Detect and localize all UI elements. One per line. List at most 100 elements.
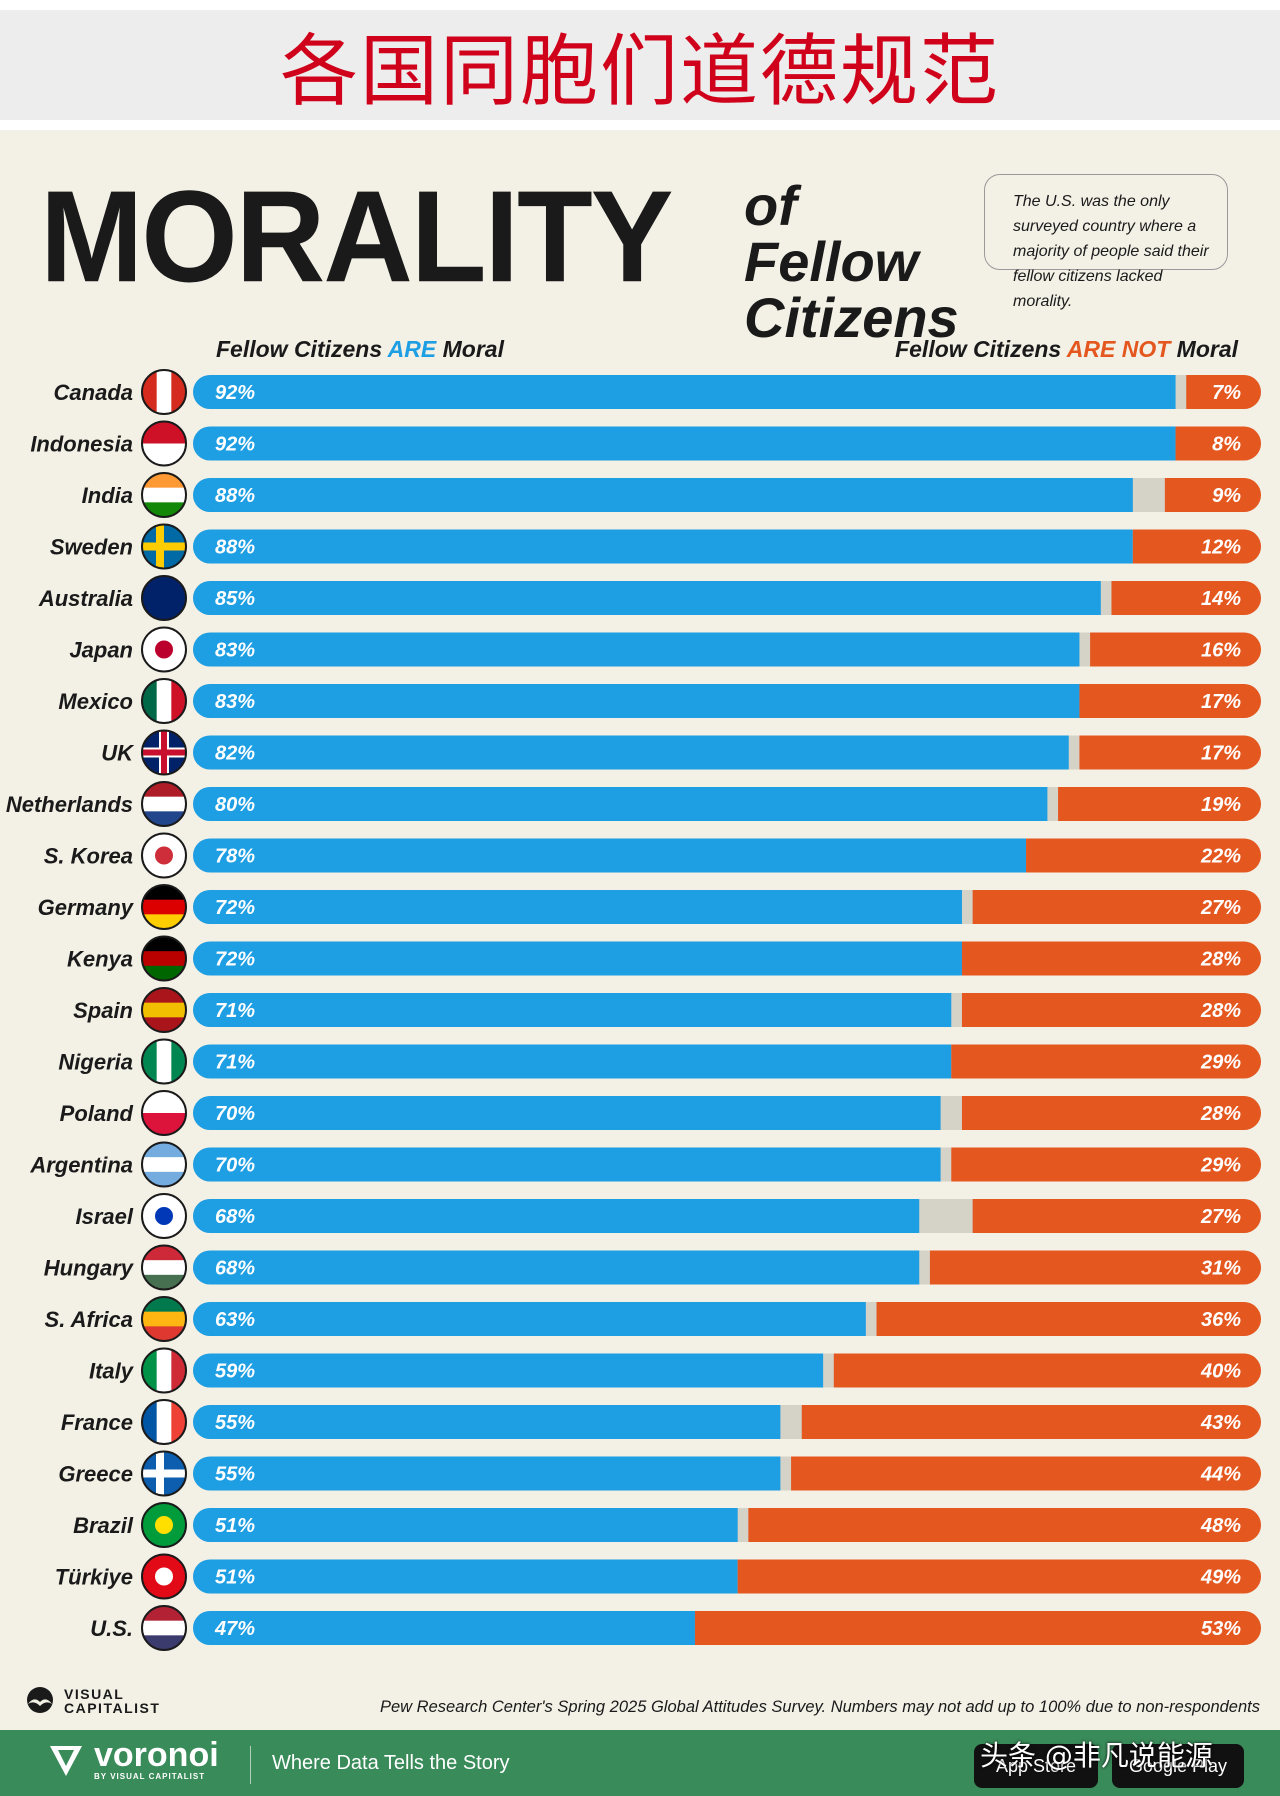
footer-bar: voronoi BY VISUAL CAPITALIST Where Data … (0, 1730, 1280, 1796)
bar-not-moral-s-korea (1026, 838, 1261, 873)
flag-icon-uk (142, 730, 186, 775)
flag-ring (141, 626, 187, 673)
bar-moral-poland (193, 1096, 941, 1130)
google-play-button[interactable]: Google Play (1112, 1744, 1244, 1788)
value-label-moral-uk: 82% (215, 743, 255, 765)
country-label-australia: Australia (38, 586, 133, 611)
bar-moral-nigeria (193, 1044, 952, 1079)
source-note: Pew Research Center's Spring 2025 Global… (380, 1698, 1260, 1716)
app-store-button[interactable]: App Store (974, 1744, 1098, 1788)
bar-not-moral-nigeria (951, 1044, 1261, 1079)
value-label-not-moral-u-s: 53% (1201, 1618, 1241, 1640)
flag-ring (141, 1347, 187, 1394)
value-label-moral-japan: 83% (215, 640, 255, 662)
voronoi-logo[interactable]: voronoi BY VISUAL CAPITALIST (46, 1738, 219, 1781)
bar-moral-indonesia (193, 426, 1176, 461)
bar-not-moral-t-rkiye (737, 1559, 1261, 1594)
callout-note: The U.S. was the only surveyed country w… (984, 174, 1228, 310)
flag-ring (141, 1038, 187, 1085)
flag-ring (141, 884, 187, 930)
bar-moral-mexico (193, 684, 1080, 718)
value-label-moral-indonesia: 92% (215, 434, 255, 456)
legend-not-moral-accent: ARE NOT (1066, 336, 1171, 362)
value-label-moral-netherlands: 80% (215, 794, 255, 816)
country-label-u-s: U.S. (90, 1616, 133, 1641)
footer-divider (250, 1746, 251, 1784)
flag-ring (141, 1193, 187, 1239)
value-label-moral-greece: 55% (215, 1464, 255, 1486)
value-label-not-moral-indonesia: 8% (1212, 434, 1241, 456)
value-label-moral-france: 55% (215, 1412, 255, 1434)
value-label-moral-israel: 68% (215, 1206, 255, 1228)
bar-not-moral-poland (961, 1096, 1261, 1130)
value-label-moral-australia: 85% (215, 588, 255, 610)
flag-ring (141, 1553, 187, 1600)
value-label-moral-canada: 92% (215, 382, 255, 404)
bar-chart: Canada 92% 7% Indonesia 92% 8% India 88% 9% Swede… (6, 369, 1261, 1651)
bar-not-moral-spain (961, 993, 1261, 1027)
country-label-s-africa: S. Africa (45, 1307, 133, 1332)
bar-moral-t-rkiye (193, 1559, 738, 1594)
flag-ring (141, 987, 187, 1033)
bar-moral-france (193, 1405, 781, 1439)
flag-ring (141, 1090, 187, 1136)
country-label-france: France (61, 1410, 133, 1435)
flag-ring (141, 1141, 187, 1188)
value-label-moral-s-korea: 78% (215, 846, 255, 868)
flag-ring (141, 678, 187, 724)
title-main: MORALITY (40, 164, 673, 310)
bar-not-moral-hungary (929, 1250, 1261, 1285)
bar-not-moral-kenya (961, 941, 1261, 976)
bar-not-moral-uk (1079, 735, 1261, 770)
value-label-moral-italy: 59% (215, 1361, 255, 1383)
value-label-moral-spain: 71% (215, 1000, 255, 1022)
legend-moral: Fellow Citizens ARE Moral (216, 336, 504, 363)
value-label-moral-mexico: 83% (215, 691, 255, 713)
value-label-not-moral-hungary: 31% (1201, 1258, 1241, 1280)
flag-icon-s-korea (142, 833, 186, 878)
bar-moral-argentina (193, 1147, 941, 1182)
bar-moral-kenya (193, 941, 962, 976)
infographic: MORALITY of Fellow Citizens The U.S. was… (0, 130, 1280, 1730)
flag-ring (141, 472, 187, 518)
flag-ring (141, 1502, 187, 1548)
country-label-israel: Israel (76, 1204, 134, 1229)
flag-ring (141, 781, 187, 827)
country-label-india: India (82, 483, 133, 508)
title-sub: of Fellow Citizens (744, 174, 959, 349)
bar-not-moral-u-s (694, 1611, 1261, 1645)
flag-ring (141, 369, 187, 415)
flag-icon-sweden (142, 524, 186, 569)
value-label-moral-s-africa: 63% (215, 1309, 255, 1331)
country-label-spain: Spain (73, 998, 133, 1023)
bar-moral-hungary (193, 1250, 920, 1285)
voronoi-icon (50, 1745, 82, 1776)
vc-line1: VISUAL (64, 1686, 125, 1702)
country-label-mexico: Mexico (58, 689, 133, 714)
voronoi-name: voronoi (94, 1736, 219, 1774)
bar-moral-australia (193, 581, 1101, 615)
value-label-moral-nigeria: 71% (215, 1052, 255, 1074)
flag-ring (141, 1244, 187, 1291)
value-label-not-moral-france: 43% (1200, 1412, 1241, 1434)
country-label-kenya: Kenya (67, 947, 133, 972)
value-label-moral-hungary: 68% (215, 1258, 255, 1280)
bar-not-moral-netherlands (1058, 787, 1261, 821)
flag-icon-greece (142, 1451, 186, 1496)
flag-ring (141, 523, 187, 570)
flag-icon-australia (142, 576, 186, 620)
legend-not-moral-pre: Fellow Citizens (895, 336, 1067, 362)
bar-not-moral-france (801, 1405, 1261, 1439)
bar-not-moral-brazil (748, 1508, 1261, 1542)
value-label-not-moral-germany: 27% (1200, 897, 1241, 919)
bar-not-moral-australia (1111, 581, 1261, 615)
bar-not-moral-israel (972, 1199, 1261, 1233)
country-label-netherlands: Netherlands (6, 792, 133, 817)
value-label-not-moral-s-africa: 36% (1201, 1309, 1241, 1331)
value-label-not-moral-s-korea: 22% (1200, 846, 1241, 868)
value-label-moral-argentina: 70% (215, 1155, 255, 1177)
country-label-nigeria: Nigeria (58, 1050, 133, 1075)
value-label-not-moral-japan: 16% (1201, 640, 1241, 662)
flag-ring (141, 1399, 187, 1445)
value-label-not-moral-india: 9% (1212, 485, 1241, 507)
